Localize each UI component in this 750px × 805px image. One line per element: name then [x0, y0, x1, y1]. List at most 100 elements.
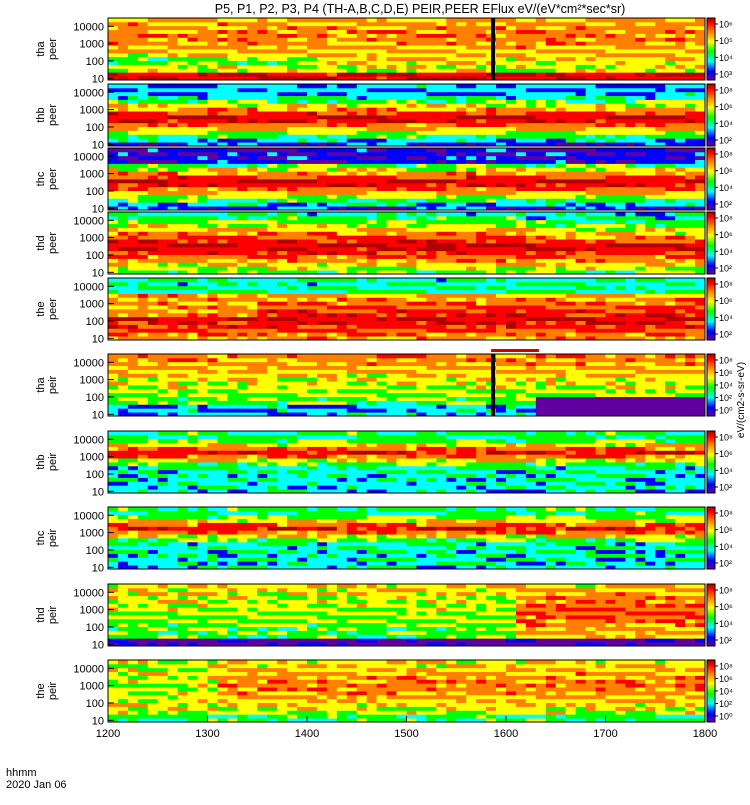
- heatmap-cell: [247, 119, 257, 123]
- heatmap-cell: [237, 297, 247, 301]
- heatmap-cell: [645, 92, 655, 96]
- heatmap-cell: [576, 259, 586, 263]
- heatmap-cell: [168, 22, 178, 26]
- heatmap-cell: [476, 247, 486, 251]
- heatmap-cell: [347, 305, 357, 309]
- heatmap-cell: [237, 22, 247, 26]
- heatmap-cell: [446, 84, 456, 88]
- heatmap-cell: [576, 164, 586, 168]
- heatmap-cell: [297, 134, 307, 138]
- heatmap-cell: [397, 198, 407, 202]
- heatmap-cell: [695, 183, 705, 187]
- heatmap-cell: [695, 53, 705, 57]
- heatmap-cell: [625, 34, 635, 38]
- heatmap-cell: [596, 103, 606, 107]
- heatmap-cell: [327, 191, 337, 195]
- heatmap-cell: [217, 131, 227, 135]
- heatmap-cell: [506, 228, 516, 232]
- heatmap-cell: [247, 57, 257, 61]
- heatmap-cell: [168, 313, 178, 317]
- heatmap-cell: [615, 171, 625, 175]
- heatmap-cell: [168, 100, 178, 104]
- heatmap-cell: [416, 179, 426, 183]
- heatmap-cell: [397, 131, 407, 135]
- heatmap-cell: [556, 164, 566, 168]
- heatmap-cell: [685, 235, 695, 239]
- heatmap-cell: [148, 41, 158, 45]
- heatmap-cell: [247, 30, 257, 34]
- heatmap-cell: [566, 266, 576, 270]
- heatmap-cell: [347, 231, 357, 235]
- heatmap-cell: [645, 175, 655, 179]
- heatmap-cell: [606, 325, 616, 329]
- heatmap-cell: [615, 301, 625, 305]
- heatmap-cell: [695, 160, 705, 164]
- heatmap-cell: [118, 18, 128, 22]
- heatmap-cell: [546, 255, 556, 259]
- heatmap-cell: [665, 49, 675, 53]
- heatmap-cell: [297, 131, 307, 135]
- heatmap-cell: [347, 332, 357, 336]
- heatmap-cell: [337, 259, 347, 263]
- heatmap-cell: [397, 22, 407, 26]
- heatmap-cell: [267, 198, 277, 202]
- heatmap-cell: [208, 37, 218, 41]
- heatmap-cell: [158, 332, 168, 336]
- heatmap-cell: [506, 131, 516, 135]
- heatmap-cell: [675, 123, 685, 127]
- heatmap-cell: [407, 61, 417, 65]
- heatmap-cell: [506, 26, 516, 30]
- heatmap-cell: [665, 325, 675, 329]
- heatmap-cell: [307, 171, 317, 175]
- heatmap-cell: [337, 119, 347, 123]
- heatmap-cell: [138, 259, 148, 263]
- heatmap-cell: [237, 18, 247, 22]
- heatmap-cell: [327, 239, 337, 243]
- heatmap-cell: [237, 325, 247, 329]
- heatmap-cell: [466, 96, 476, 100]
- heatmap-cell: [387, 127, 397, 131]
- heatmap-cell: [645, 96, 655, 100]
- heatmap-cell: [407, 103, 417, 107]
- heatmap-cell: [347, 220, 357, 224]
- heatmap-cell: [118, 187, 128, 191]
- heatmap-cell: [217, 224, 227, 228]
- heatmap-cell: [188, 138, 198, 142]
- heatmap-cell: [227, 72, 237, 76]
- heatmap-cell: [118, 401, 128, 405]
- heatmap-cell: [357, 30, 367, 34]
- heatmap-cell: [645, 119, 655, 123]
- heatmap-cell: [148, 332, 158, 336]
- heatmap-cell: [655, 297, 665, 301]
- heatmap-cell: [625, 191, 635, 195]
- heatmap-cell: [168, 332, 178, 336]
- heatmap-cell: [118, 171, 128, 175]
- heatmap-cell: [476, 231, 486, 235]
- heatmap-cell: [148, 187, 158, 191]
- heatmap-cell: [675, 328, 685, 332]
- heatmap-cell: [426, 228, 436, 232]
- heatmap-cell: [675, 297, 685, 301]
- heatmap-cell: [586, 305, 596, 309]
- heatmap-cell: [198, 134, 208, 138]
- heatmap-cell: [108, 373, 118, 377]
- heatmap-cell: [347, 294, 357, 298]
- heatmap-cell: [317, 115, 327, 119]
- heatmap-cell: [576, 115, 586, 119]
- heatmap-cell: [675, 313, 685, 317]
- heatmap-cell: [198, 179, 208, 183]
- heatmap-cell: [158, 228, 168, 232]
- heatmap-cell: [168, 148, 178, 152]
- heatmap-cell: [436, 228, 446, 232]
- heatmap-cell: [148, 164, 158, 168]
- heatmap-cell: [456, 239, 466, 243]
- heatmap-cell: [357, 297, 367, 301]
- heatmap-cell: [456, 148, 466, 152]
- heatmap-cell: [506, 84, 516, 88]
- heatmap-cell: [327, 195, 337, 199]
- heatmap-cell: [237, 96, 247, 100]
- heatmap-cell: [327, 107, 337, 111]
- heatmap-cell: [337, 72, 347, 76]
- heatmap-cell: [277, 103, 287, 107]
